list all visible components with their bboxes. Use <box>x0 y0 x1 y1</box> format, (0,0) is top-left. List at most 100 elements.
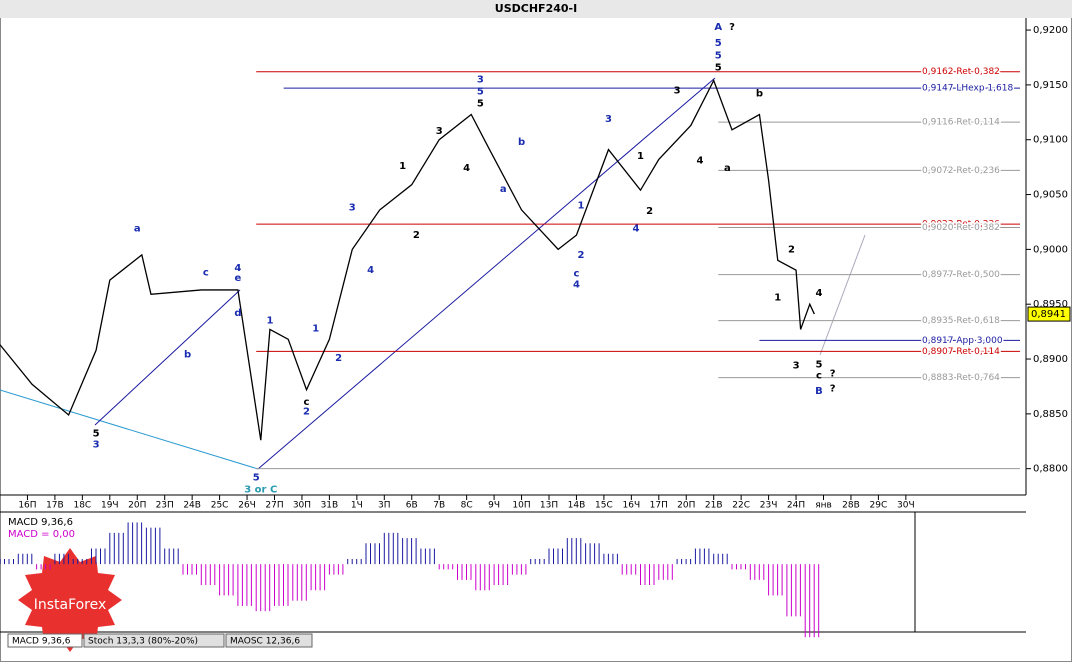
x-tick-label: 14В <box>568 501 586 511</box>
wave-label: 2 <box>303 407 310 418</box>
y-tick-label: 0,9050 <box>1033 190 1068 201</box>
x-tick-label: 23Ч <box>760 501 778 511</box>
wave-label: 5 <box>815 360 822 371</box>
indicator-tab-label[interactable]: MAOSC 12,36,6 <box>230 637 300 647</box>
logo: InstaForex <box>18 548 122 652</box>
wave-label: 4 <box>234 263 241 274</box>
y-tick-label: 0,8950 <box>1033 299 1068 310</box>
wave-label: 1 <box>312 323 319 334</box>
x-tick-label: 30Ч <box>897 501 915 511</box>
x-tick-label: 3П <box>378 501 391 511</box>
x-tick-label: 28В <box>842 501 860 511</box>
wave-label: 2 <box>335 353 342 364</box>
title-bar <box>0 0 1072 18</box>
x-tick-label: 24П <box>787 501 805 511</box>
logo-text: InstaForex <box>34 597 107 613</box>
level-label: 0,9147 LHexp 1,618 <box>922 84 1013 94</box>
level-label: 0,8883 Ret 0,764 <box>922 373 1000 383</box>
wave-label: a <box>500 184 507 195</box>
wave-label: c <box>203 267 209 278</box>
indicator-tab[interactable] <box>225 633 313 648</box>
x-tick-label: 13П <box>540 501 558 511</box>
level-label: 0,9020 Ret 0,382 <box>922 223 1000 233</box>
wave-label: 5 <box>715 38 722 49</box>
y-tick-label: 0,9150 <box>1033 80 1068 91</box>
wave-label: 1 <box>637 151 644 162</box>
wave-label: 4 <box>632 224 639 235</box>
wave-label: 4 <box>463 163 470 174</box>
logo-badge <box>18 548 122 652</box>
wave-label: 5 <box>477 99 484 110</box>
x-tick-label: 6В <box>406 501 418 511</box>
price-line <box>0 78 815 441</box>
wave-label: 1 <box>399 161 406 172</box>
wave-label: 4 <box>815 288 822 299</box>
x-tick-label: 9Ч <box>488 501 500 511</box>
wave-label: 3 <box>793 361 800 372</box>
wave-label: 2 <box>646 206 653 217</box>
x-tick-label: 30П <box>293 501 311 511</box>
indicator-tab[interactable] <box>83 633 225 648</box>
wave-label: c <box>816 370 822 381</box>
wave-line <box>0 389 259 470</box>
x-tick-label: 18С <box>73 501 91 511</box>
wave-label: 5 <box>715 62 722 73</box>
x-tick-label: 20П <box>128 501 146 511</box>
x-tick-label: 10П <box>512 501 530 511</box>
macd-title: MACD 9,36,6 <box>8 517 73 528</box>
level-label: 0,8935 Ret 0,618 <box>922 316 1000 326</box>
wave-label: 4 <box>367 265 374 276</box>
y-tick-label: 0,8900 <box>1033 354 1068 365</box>
wave-line <box>94 289 241 426</box>
chart-title: USDCHF240-I <box>495 2 577 15</box>
wave-label: c <box>573 268 579 279</box>
level-label: 0,8907 Ret 0,114 <box>922 347 1000 357</box>
wave-label: 2 <box>413 230 420 241</box>
wave-label: 3 <box>477 74 484 85</box>
x-tick-label: 25С <box>211 501 229 511</box>
wave-line <box>257 77 716 470</box>
y-tick-label: 0,8850 <box>1033 409 1068 420</box>
wave-label: ? <box>830 384 836 395</box>
x-tick-label: 1Ч <box>351 501 363 511</box>
wave-label: A <box>714 22 722 33</box>
wave-label: 3 <box>93 440 100 451</box>
wave-label: 4 <box>696 156 703 167</box>
wave-label: 5 <box>253 472 260 483</box>
wave-label: 5 <box>93 429 100 440</box>
level-label: 0,9116 Ret 0,114 <box>922 118 1000 128</box>
wave-label: c <box>304 397 310 408</box>
indicator-tab-label[interactable]: MACD 9,36,6 <box>12 637 71 647</box>
wave-label: ? <box>729 22 735 33</box>
x-tick-label: 16Ч <box>623 501 641 511</box>
x-tick-label: 26Ч <box>238 501 256 511</box>
wave-label: 3 <box>605 114 612 125</box>
wave-label: 3 <box>436 126 443 137</box>
indicator-tab[interactable] <box>7 633 83 648</box>
x-tick-label: 8С <box>461 501 473 511</box>
x-tick-label: 27П <box>265 501 283 511</box>
indicator-tab-label[interactable]: Stoch 13,3,3 (80%-20%) <box>88 637 198 647</box>
x-tick-label: 15С <box>595 501 613 511</box>
x-tick-label: 7В <box>433 501 445 511</box>
macd-value: MACD = 0,00 <box>8 529 75 540</box>
wave-label: 5 <box>477 86 484 97</box>
x-tick-label: 22С <box>732 501 750 511</box>
x-tick-label: 21В <box>705 501 723 511</box>
wave-label: 2 <box>788 244 795 255</box>
wave-label: 1 <box>774 293 781 304</box>
price-tag <box>1027 306 1071 322</box>
y-tick-label: 0,9000 <box>1033 244 1068 255</box>
forecast-line <box>819 234 866 356</box>
x-tick-label: 20П <box>677 501 695 511</box>
wave-label: 3 <box>349 203 356 214</box>
y-tick-label: 0,8800 <box>1033 464 1068 475</box>
wave-label: a <box>134 224 141 235</box>
wave-label: 5 <box>715 50 722 61</box>
y-tick-label: 0,9200 <box>1033 25 1068 36</box>
x-tick-label: 31В <box>321 501 339 511</box>
level-label: 0,9072 Ret 0,236 <box>922 166 1000 176</box>
wave-label: 1 <box>578 201 585 212</box>
level-label: 0,8917 App 3,000 <box>922 336 1003 346</box>
